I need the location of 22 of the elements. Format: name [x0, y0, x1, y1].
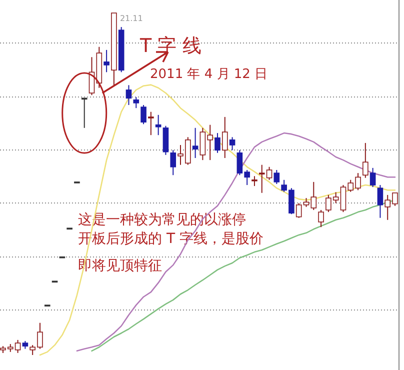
candlestick: [126, 84, 132, 106]
candlestick: [296, 202, 302, 218]
candlestick: [252, 176, 258, 187]
candlestick: [162, 125, 169, 156]
candlestick: [214, 132, 220, 154]
candlestick: [274, 169, 280, 184]
candlestick: [170, 150, 176, 176]
candlestick: [192, 127, 198, 159]
candlestick: [104, 49, 110, 73]
candlestick: [81, 98, 88, 128]
annotation: 21.11: [120, 14, 143, 23]
candlestick: [222, 116, 228, 159]
candlestick: [370, 167, 376, 188]
candlestick: [318, 209, 324, 228]
candlestick: [133, 96, 140, 109]
candlestick: [148, 111, 154, 136]
candlestick: [155, 114, 162, 136]
candlestick: [229, 136, 236, 151]
candlestick: [377, 184, 384, 218]
annotation: 2011 年 4 月 12 日: [150, 67, 268, 82]
candlestick: [362, 142, 368, 178]
candlestick: [140, 104, 146, 125]
